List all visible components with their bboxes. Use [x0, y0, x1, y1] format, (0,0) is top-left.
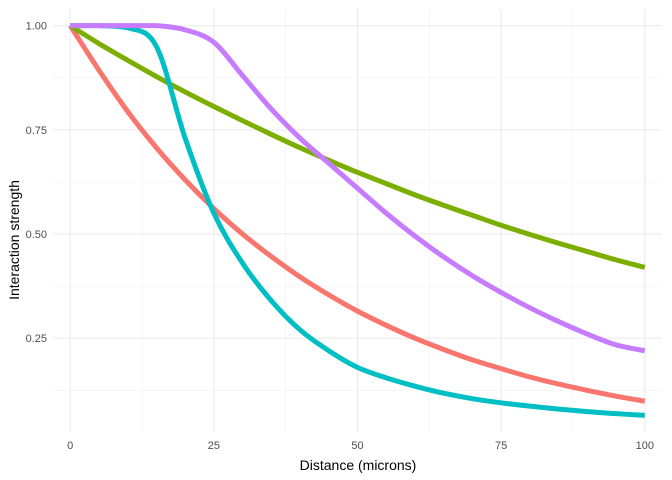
x-axis-title: Distance (microns) [300, 457, 417, 473]
grid [53, 9, 662, 432]
tick-labels: 0 25 50 75 100 0.25 0.50 0.75 1.00 [26, 21, 654, 452]
y-tick-label: 0.75 [26, 125, 47, 137]
series-lines [68, 23, 646, 418]
y-tick-label: 0.25 [26, 333, 47, 345]
y-tick-label: 1.00 [26, 21, 47, 33]
y-axis-title: Interaction strength [6, 180, 22, 300]
series-line-3 [70, 23, 645, 418]
x-tick-label: 100 [636, 440, 654, 452]
x-tick-label: 75 [495, 440, 507, 452]
x-tick-label: 50 [351, 440, 363, 452]
series-line-1 [68, 24, 646, 404]
series-line-4 [70, 23, 646, 354]
y-tick-label: 0.50 [26, 229, 47, 241]
x-tick-label: 0 [67, 440, 73, 452]
x-tick-label: 25 [208, 440, 220, 452]
series-line-2 [68, 23, 646, 270]
